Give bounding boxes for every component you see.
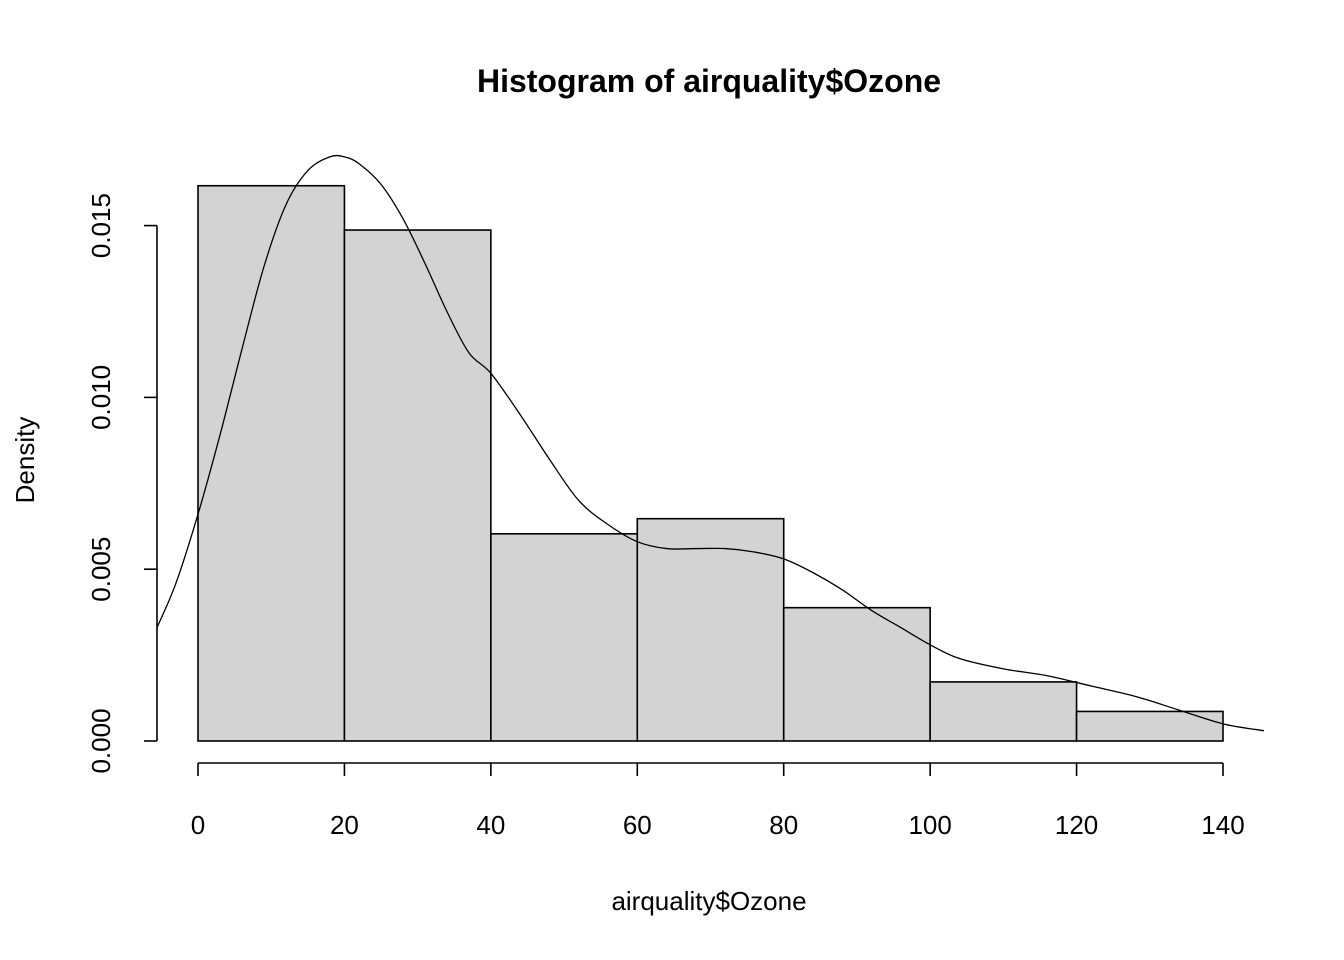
y-tick-label: 0.005 — [86, 537, 116, 602]
x-tick-label: 40 — [476, 810, 505, 840]
y-axis: 0.000 0.005 0.010 0.015 — [86, 193, 158, 774]
x-tick-label: 0 — [191, 810, 205, 840]
histogram-bar — [1075, 710, 1224, 742]
histogram-bar — [343, 229, 492, 742]
x-tick-label: 140 — [1201, 810, 1244, 840]
density-curve — [156, 154, 1265, 732]
histogram-bar — [782, 606, 931, 742]
histogram-bar — [197, 184, 346, 742]
x-tick-label: 80 — [769, 810, 798, 840]
histogram-bar — [490, 533, 639, 742]
x-tick-label: 100 — [908, 810, 951, 840]
x-axis: 0 20 40 60 80 100 120 140 — [191, 762, 1245, 840]
chart-title: Histogram of airquality$Ozone — [477, 63, 941, 99]
x-tick-label: 20 — [330, 810, 359, 840]
x-tick-label: 60 — [623, 810, 652, 840]
y-tick-label: 0.010 — [86, 365, 116, 430]
histogram-bar — [636, 517, 785, 742]
x-axis-title: airquality$Ozone — [611, 886, 806, 916]
y-tick-label: 0.015 — [86, 193, 116, 258]
x-tick-label: 120 — [1055, 810, 1098, 840]
histogram-bars — [197, 184, 1224, 742]
histogram-bar — [929, 681, 1078, 742]
y-axis-title: Density — [10, 417, 40, 504]
y-tick-label: 0.000 — [86, 708, 116, 773]
